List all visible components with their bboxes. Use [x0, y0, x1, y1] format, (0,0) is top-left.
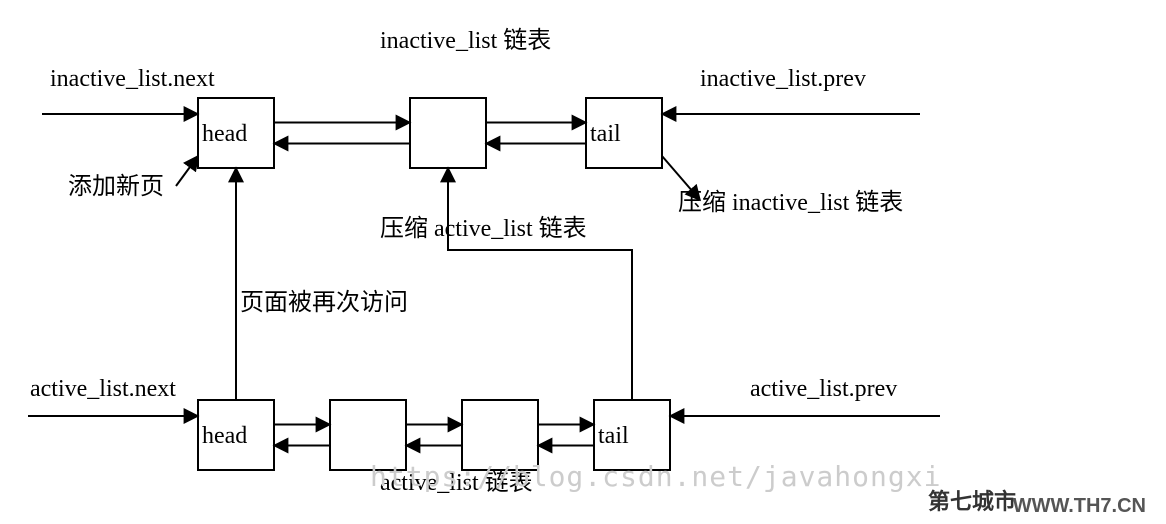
node-a3: [462, 400, 538, 470]
node-a2: [330, 400, 406, 470]
node-label-atail: tail: [598, 423, 629, 449]
arrow-add-new-page: [176, 156, 198, 186]
arrow-compress-active: [448, 168, 632, 400]
title-active-list: active_list 链表: [380, 469, 533, 496]
node-label-ahead: head: [202, 423, 247, 449]
label-active-prev: active_list.prev: [750, 376, 897, 402]
node-label-ihead: head: [202, 121, 247, 147]
label-compress-active: 压缩 active_list 链表: [380, 215, 587, 242]
label-revisited: 页面被再次访问: [240, 289, 408, 316]
label-add-new-page: 添加新页: [68, 173, 164, 200]
label-active-next: active_list.next: [30, 376, 176, 402]
label-compress-inactive: 压缩 inactive_list 链表: [678, 189, 903, 216]
node-imid: [410, 98, 486, 168]
label-inactive-next: inactive_list.next: [50, 66, 215, 92]
node-label-itail: tail: [590, 121, 621, 147]
label-inactive-prev: inactive_list.prev: [700, 66, 866, 92]
title-inactive-list: inactive_list 链表: [380, 27, 551, 54]
diagram-canvas: head tail head tail inactive_list 链表 active_l…: [0, 0, 1166, 524]
